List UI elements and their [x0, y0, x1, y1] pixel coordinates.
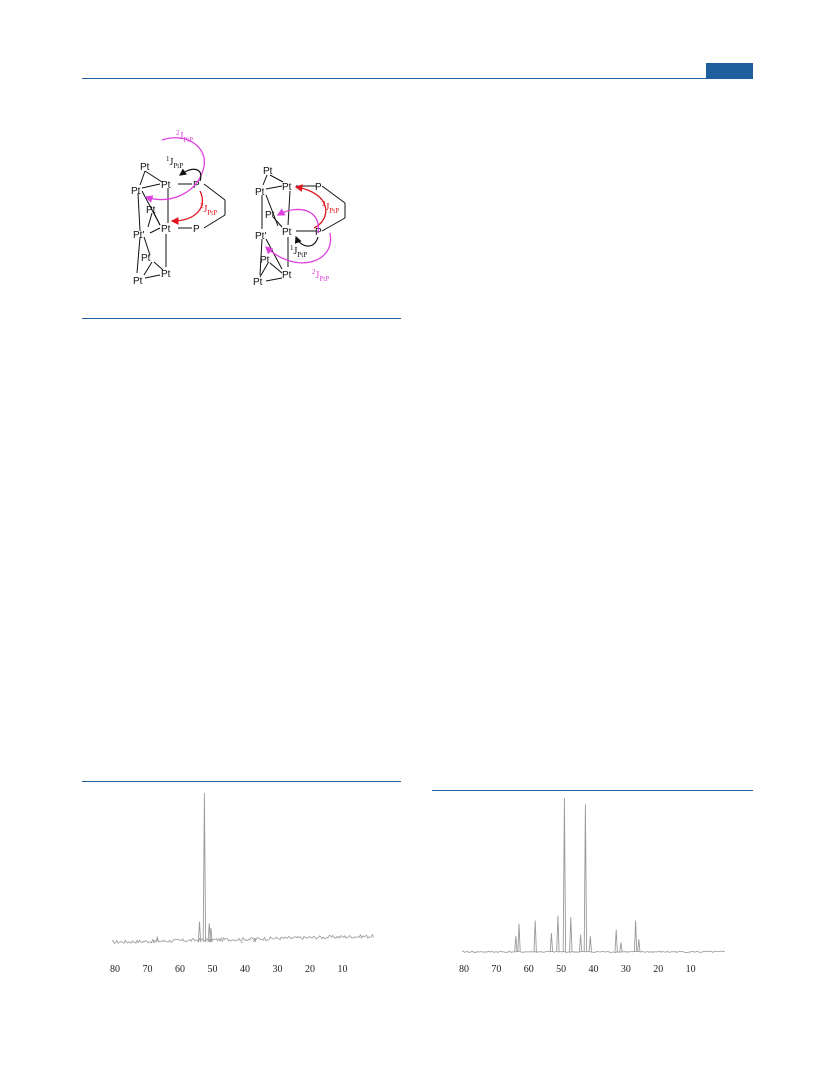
left-p-lower: P [193, 224, 200, 235]
spectrum-peak-8 [583, 804, 588, 952]
right-pt-top: Pt [263, 166, 273, 177]
right-pt-7: Pt [253, 277, 263, 288]
header-rule [82, 78, 753, 79]
left-pt-6: Pt [161, 269, 171, 280]
left-pt-2: Pt [161, 180, 171, 191]
axis-tick-label: 50 [556, 964, 566, 975]
axis-tick-label: 10 [338, 964, 348, 975]
axis-tick-label: 10 [686, 964, 696, 975]
right-pt-2: Pt [282, 182, 292, 193]
spectrum-peak-11 [619, 942, 623, 952]
axis-tick-label: 80 [110, 964, 120, 975]
spectrum-peak-2 [533, 920, 537, 952]
spectrum-peak-6 [569, 917, 573, 952]
axis-tick-label: 70 [143, 964, 153, 975]
left-1j-label: 1JPtP [166, 155, 183, 170]
left-pt-top: Pt [140, 162, 150, 173]
axis-tick-label: 70 [491, 964, 501, 975]
nmr-spectrum-left: 80 70 60 50 40 30 20 10 [110, 792, 374, 975]
axis-tick-label: 30 [621, 964, 631, 975]
spectrum-peak-3 [202, 792, 207, 943]
spectrum-peak-7 [253, 937, 257, 943]
left-2j-label-top: 2JPtP [176, 129, 193, 144]
axis-tick-label: 60 [175, 964, 185, 975]
spectrum-peak-4 [556, 915, 560, 952]
coupling-scheme: Pt Pt Pt P Pt Pt' Pt P Pt Pt Pt 2JPtP 1J… [131, 129, 346, 288]
left-pt-prime: Pt' [133, 230, 144, 241]
left-structure-bonds [136, 170, 226, 279]
right-pt-prime: Pt' [255, 231, 266, 242]
right-1j-black-arrow [294, 235, 319, 247]
axis-tick-label: 40 [589, 964, 599, 975]
spectrum-right-top-rule [432, 790, 753, 791]
axis-tick-label: 20 [653, 964, 663, 975]
right-pt-1: Pt [255, 187, 265, 198]
left-p-upper: P [193, 180, 200, 191]
right-p-upper: P [315, 182, 322, 193]
right-pt-3: Pt [265, 210, 275, 221]
right-2j-label-red: 2JPtP [322, 200, 339, 215]
spectrum-peak-1 [155, 935, 159, 943]
axis-tick-label: 40 [240, 964, 250, 975]
spectrum-peak-13 [637, 939, 641, 952]
right-1j-label: 1JPtP [290, 244, 307, 259]
spectrum-peak-9 [588, 936, 592, 952]
left-pt-1: Pt [131, 186, 141, 197]
header-tab [706, 63, 753, 78]
left-1j-black-arrow [179, 168, 202, 182]
spectrum-peak-5 [209, 927, 213, 943]
left-pt-4: Pt [161, 224, 171, 235]
axis-tick-label: 50 [208, 964, 218, 975]
left-2j-label-red: 2JPtP [200, 202, 217, 217]
spectrum-peak-2 [197, 921, 202, 943]
right-pt-6: Pt [282, 270, 292, 281]
left-pt-5: Pt [141, 253, 151, 264]
left-pt-3: Pt [146, 205, 156, 216]
spectrum-baseline [111, 933, 374, 945]
axis-tick-label: 30 [273, 964, 283, 975]
spectrum-peak-5 [562, 797, 567, 952]
spectrum-peak-12 [633, 920, 638, 952]
nmr-spectrum-right: 80 70 60 50 40 30 20 10 [459, 797, 725, 975]
right-2j-magenta-arrow-upper [276, 208, 320, 234]
right-pt-4: Pt [282, 227, 292, 238]
axis-tick-label: 80 [459, 964, 469, 975]
spectrum-peak-0 [514, 936, 518, 952]
scheme-bottom-rule [82, 318, 401, 319]
spectrum-peak-10 [614, 929, 618, 952]
axis-tick-label: 60 [524, 964, 534, 975]
spectrum-baseline [461, 950, 725, 954]
right-2j-magenta-arrow-lower [265, 232, 332, 264]
right-structure-bonds [259, 174, 346, 282]
left-2j-red-arrow [170, 190, 204, 225]
right-2j-label-magenta: 2JPtP [312, 268, 329, 283]
right-pt-5: Pt [260, 255, 270, 266]
left-2j-magenta-arrow [144, 137, 206, 203]
spectrum-peak-3 [549, 932, 554, 952]
axis-tick-label: 20 [305, 964, 315, 975]
spectrum-peak-7 [578, 934, 583, 952]
left-pt-7: Pt [133, 276, 143, 287]
spectrum-peak-1 [517, 923, 521, 952]
spectrum-left-top-rule [82, 781, 401, 782]
